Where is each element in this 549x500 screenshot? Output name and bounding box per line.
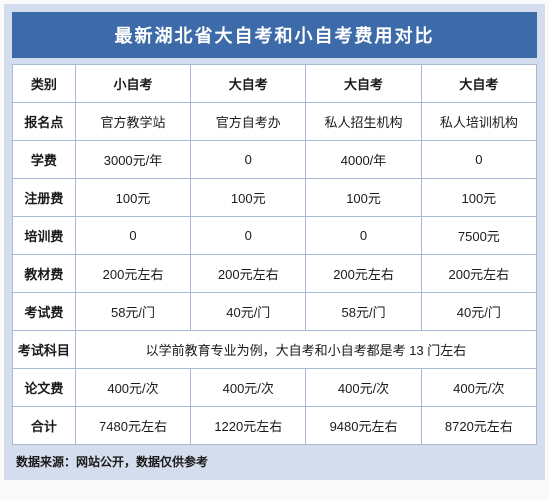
- table-header-row: 类别 小自考 大自考 大自考 大自考: [13, 65, 537, 103]
- cell-subjects-note: 以学前教育专业为例，大自考和小自考都是考 13 门左右: [75, 331, 536, 369]
- cell: 100元: [306, 179, 421, 217]
- cell: 100元: [75, 179, 190, 217]
- cell: 100元: [191, 179, 306, 217]
- cell: 400元/次: [306, 369, 421, 407]
- col-big-exam-2: 大自考: [306, 65, 421, 103]
- cell: 0: [191, 217, 306, 255]
- cell: 0: [191, 141, 306, 179]
- cell: 400元/次: [191, 369, 306, 407]
- cell: 0: [75, 217, 190, 255]
- data-source-note: 数据来源：网站公开，数据仅供参考: [12, 445, 537, 472]
- row-reg-fee: 注册费 100元 100元 100元 100元: [13, 179, 537, 217]
- row-exam-subjects: 考试科目 以学前教育专业为例，大自考和小自考都是考 13 门左右: [13, 331, 537, 369]
- row-exam-fee: 考试费 58元/门 40元/门 58元/门 40元/门: [13, 293, 537, 331]
- label-training-fee: 培训费: [13, 217, 76, 255]
- row-total: 合计 7480元左右 1220元左右 9480元左右 8720元左右: [13, 407, 537, 445]
- cell: 58元/门: [306, 293, 421, 331]
- cell: 200元左右: [306, 255, 421, 293]
- cell: 官方教学站: [75, 103, 190, 141]
- label-tuition: 学费: [13, 141, 76, 179]
- label-material-fee: 教材费: [13, 255, 76, 293]
- title-bar: 最新湖北省大自考和小自考费用对比: [12, 12, 537, 58]
- cell: 7500元: [421, 217, 536, 255]
- row-material-fee: 教材费 200元左右 200元左右 200元左右 200元左右: [13, 255, 537, 293]
- col-big-exam-1: 大自考: [191, 65, 306, 103]
- comparison-panel: 最新湖北省大自考和小自考费用对比 类别 小自考 大自考 大自考 大自考 报名点 …: [4, 4, 545, 480]
- label-exam-subjects: 考试科目: [13, 331, 76, 369]
- cell: 7480元左右: [75, 407, 190, 445]
- label-thesis-fee: 论文费: [13, 369, 76, 407]
- col-big-exam-3: 大自考: [421, 65, 536, 103]
- row-thesis-fee: 论文费 400元/次 400元/次 400元/次 400元/次: [13, 369, 537, 407]
- label-enroll-point: 报名点: [13, 103, 76, 141]
- cell: 400元/次: [421, 369, 536, 407]
- fee-comparison-table: 类别 小自考 大自考 大自考 大自考 报名点 官方教学站 官方自考办 私人招生机…: [12, 64, 537, 445]
- cell: 私人招生机构: [306, 103, 421, 141]
- cell: 0: [421, 141, 536, 179]
- cell: 0: [306, 217, 421, 255]
- label-exam-fee: 考试费: [13, 293, 76, 331]
- cell: 200元左右: [191, 255, 306, 293]
- cell: 58元/门: [75, 293, 190, 331]
- cell: 4000/年: [306, 141, 421, 179]
- cell: 3000元/年: [75, 141, 190, 179]
- row-tuition: 学费 3000元/年 0 4000/年 0: [13, 141, 537, 179]
- row-enroll-point: 报名点 官方教学站 官方自考办 私人招生机构 私人培训机构: [13, 103, 537, 141]
- cell: 1220元左右: [191, 407, 306, 445]
- cell: 私人培训机构: [421, 103, 536, 141]
- cell: 400元/次: [75, 369, 190, 407]
- label-reg-fee: 注册费: [13, 179, 76, 217]
- col-category: 类别: [13, 65, 76, 103]
- cell: 40元/门: [421, 293, 536, 331]
- cell: 9480元左右: [306, 407, 421, 445]
- cell: 官方自考办: [191, 103, 306, 141]
- cell: 8720元左右: [421, 407, 536, 445]
- col-small-exam: 小自考: [75, 65, 190, 103]
- row-training-fee: 培训费 0 0 0 7500元: [13, 217, 537, 255]
- cell: 200元左右: [75, 255, 190, 293]
- cell: 40元/门: [191, 293, 306, 331]
- label-total: 合计: [13, 407, 76, 445]
- cell: 200元左右: [421, 255, 536, 293]
- cell: 100元: [421, 179, 536, 217]
